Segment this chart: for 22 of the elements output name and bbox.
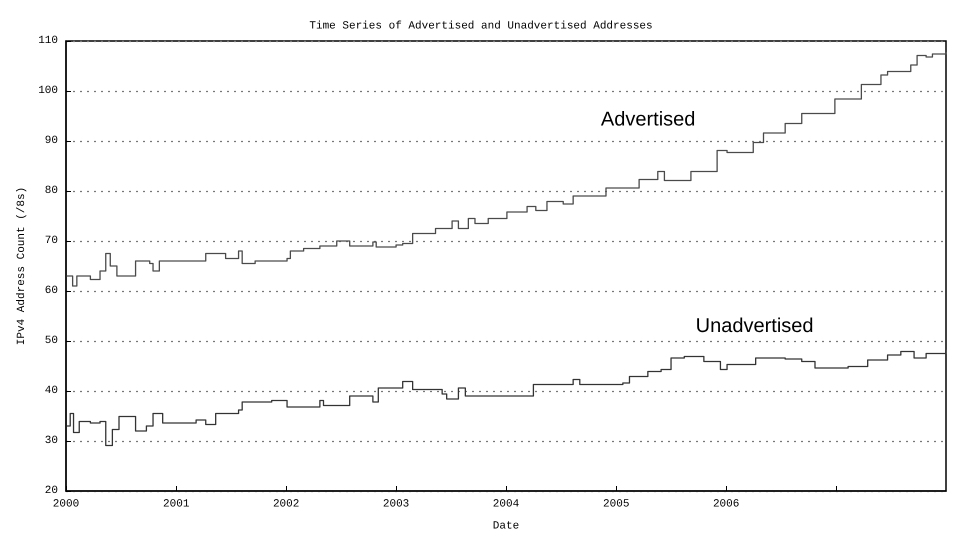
- x-tick-label: 2004: [492, 498, 520, 510]
- y-tick-label: 20: [44, 485, 58, 497]
- y-tick-label: 30: [44, 435, 58, 447]
- y-tick-label: 60: [44, 285, 58, 297]
- series-label: Advertised: [600, 108, 696, 130]
- y-tick-label: 50: [44, 335, 58, 347]
- series-label: Unadvertised: [696, 315, 814, 337]
- y-tick-label: 70: [44, 235, 58, 247]
- y-axis-title: IPv4 Address Count (/8s): [16, 186, 28, 346]
- x-tick-label: 2006: [712, 498, 740, 510]
- y-tick-label: 110: [38, 35, 58, 47]
- x-axis-title: Date: [492, 520, 520, 532]
- y-tick-label: 40: [44, 385, 58, 397]
- y-tick-label: 80: [44, 185, 58, 197]
- x-tick-label: 2003: [382, 498, 410, 510]
- x-tick-label: 2005: [603, 498, 630, 510]
- x-tick-label: 2001: [163, 498, 190, 510]
- x-tick-label: 2002: [272, 498, 300, 510]
- chart-title: Time Series of Advertised and Unadvertised Addresses: [309, 20, 653, 32]
- y-tick-label: 90: [44, 135, 58, 147]
- x-tick-label: 2000: [52, 498, 80, 510]
- y-tick-label: 100: [38, 85, 58, 97]
